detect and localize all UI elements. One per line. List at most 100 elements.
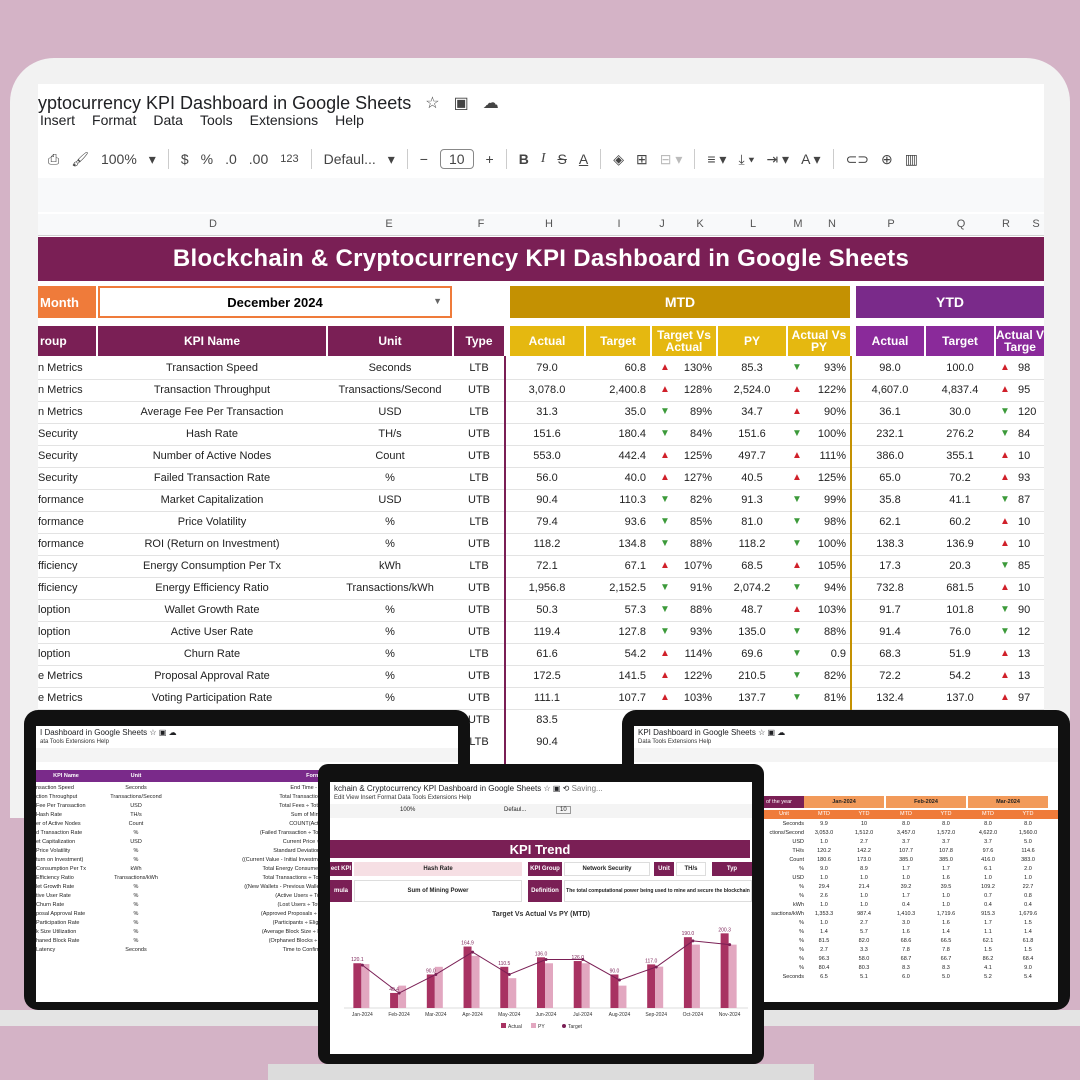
cell-tva[interactable]: 82% <box>689 494 712 506</box>
cell-actual[interactable]: 50.3 <box>536 604 558 616</box>
cell-group[interactable]: e Metrics <box>38 692 83 704</box>
formula-cell[interactable]: turn on Investment) <box>36 857 84 863</box>
cell-tva[interactable]: 103% <box>683 692 712 704</box>
cell-group[interactable]: e Metrics <box>38 670 83 682</box>
cell-tva[interactable]: 88% <box>689 538 712 550</box>
monthly-cell[interactable]: 107.8 <box>939 848 953 854</box>
monthly-cell[interactable]: 385.0 <box>899 857 913 863</box>
formula-cell[interactable]: k Size Utilization <box>36 929 77 935</box>
cell-kpi[interactable]: Price Volatility <box>177 516 247 528</box>
cell-target[interactable]: 141.5 <box>618 670 646 682</box>
formula-cell[interactable]: Consumption Per Tx <box>36 866 87 872</box>
monthly-cell[interactable]: 0.4 <box>1024 902 1032 908</box>
increase-decimal-button[interactable]: .00 <box>248 151 269 167</box>
formula-cell[interactable]: USD <box>130 803 142 809</box>
monthly-cell[interactable]: 9.0 <box>1024 965 1032 971</box>
formula-cell[interactable]: kWh <box>130 866 142 872</box>
monthly-cell[interactable]: 4,622.0 <box>978 830 998 836</box>
cell-tva[interactable]: 122% <box>683 670 712 682</box>
formula-cell[interactable]: Count <box>128 821 144 827</box>
cell-target[interactable]: 110.3 <box>619 494 646 506</box>
monthly-cell[interactable]: 1.5 <box>1024 920 1032 926</box>
monthly-cell[interactable]: 1.5 <box>1024 947 1032 953</box>
monthly-cell[interactable]: 385.0 <box>939 857 953 863</box>
cell-group[interactable]: fficiency <box>38 582 78 594</box>
font-select[interactable]: Defaul... <box>504 807 527 813</box>
monthly-cell[interactable]: 1,353.3 <box>814 911 834 917</box>
cell-tva[interactable]: 125% <box>683 450 712 462</box>
cell-type[interactable]: LTB <box>469 736 489 748</box>
formula-cell[interactable]: Total Fees ÷ Total Transactions <box>279 803 355 809</box>
cell-y-actual[interactable]: 98.0 <box>879 362 901 374</box>
cell-py[interactable]: 81.0 <box>741 516 763 528</box>
insert-chart-icon[interactable]: ▥ <box>904 150 919 167</box>
cell-tva[interactable]: 93% <box>689 626 712 638</box>
formula-cell[interactable]: let Growth Rate <box>36 884 75 890</box>
font-dropdown-icon[interactable]: ▾ <box>387 150 395 167</box>
cell-target[interactable]: 2,400.8 <box>609 384 646 396</box>
monthly-cell[interactable]: 1.0 <box>820 902 828 908</box>
cell-group[interactable]: formance <box>38 516 84 528</box>
formula-cell[interactable]: % <box>133 884 139 890</box>
cell-actual[interactable]: 1,956.8 <box>528 582 566 594</box>
cell-kpi[interactable]: Proposal Approval Rate <box>154 670 270 682</box>
monthly-cell[interactable]: Count <box>789 857 804 863</box>
cell-actual[interactable]: 79.0 <box>536 362 558 374</box>
cell-type[interactable]: UTB <box>468 384 490 396</box>
cell-unit[interactable]: Seconds <box>368 362 412 374</box>
cell-avp[interactable]: 122% <box>817 384 846 396</box>
cell-target[interactable]: 93.6 <box>624 516 646 528</box>
monthly-cell[interactable]: 0.7 <box>984 893 992 899</box>
monthly-cell[interactable]: 3.0 <box>902 920 910 926</box>
formula-cell[interactable]: % <box>133 920 139 926</box>
formula-cell[interactable]: % <box>133 938 139 944</box>
cell-y-target[interactable]: 41.1 <box>949 494 971 506</box>
formula-cell[interactable]: (Approved Proposals ÷ Total Proposals) ×… <box>260 911 374 917</box>
col-header[interactable]: H <box>545 218 553 230</box>
cell-group[interactable]: Security <box>38 428 78 440</box>
cell-y-target[interactable]: 20.3 <box>949 560 971 572</box>
monthly-cell[interactable]: 1.4 <box>942 929 950 935</box>
monthly-cell[interactable]: 8.3 <box>942 965 950 971</box>
monthly-cell[interactable]: 416.0 <box>981 857 995 863</box>
cell-y-tva[interactable]: 90 <box>1018 604 1031 616</box>
monthly-cell[interactable]: 9.0 <box>820 866 828 872</box>
menu-insert[interactable]: Insert <box>40 112 76 128</box>
menu-extensions[interactable]: Extensions <box>249 112 319 128</box>
cell-tva[interactable]: 84% <box>689 428 712 440</box>
formula-cell[interactable]: Standard Deviation of Daily Returns <box>273 848 361 854</box>
formula-cell[interactable]: % <box>133 902 139 908</box>
monthly-cell[interactable]: USD <box>792 839 804 845</box>
cell-target[interactable]: 134.8 <box>618 538 646 550</box>
cell-y-target[interactable]: 4,837.4 <box>941 384 979 396</box>
monthly-cell[interactable]: 2.6 <box>820 893 828 899</box>
monthly-cell[interactable]: 5.7 <box>860 929 868 935</box>
star-icon[interactable]: ☆ <box>543 784 551 793</box>
col-header[interactable]: D <box>209 218 217 230</box>
cell-actual[interactable]: 79.4 <box>536 516 558 528</box>
cell-unit[interactable]: % <box>385 604 395 616</box>
cell-unit[interactable]: TH/s <box>378 428 402 440</box>
col-header[interactable]: I <box>617 218 621 230</box>
monthly-cell[interactable]: 5.0 <box>942 974 950 980</box>
cell-y-actual[interactable]: 386.0 <box>876 450 904 462</box>
cell-py[interactable]: 34.7 <box>741 406 763 418</box>
cell-actual[interactable]: 3,078.0 <box>528 384 566 396</box>
cell-actual[interactable]: 118.2 <box>533 538 561 550</box>
cell-unit[interactable]: % <box>385 472 395 484</box>
cell-kpi[interactable]: Average Fee Per Transaction <box>140 406 284 418</box>
cell-y-tva[interactable]: 85 <box>1018 560 1031 572</box>
monthly-cell[interactable]: TH/s <box>792 848 804 854</box>
percent-format-button[interactable]: % <box>200 151 214 167</box>
cell-y-actual[interactable]: 17.3 <box>879 560 901 572</box>
cell-type[interactable]: LTB <box>469 406 489 418</box>
cell-actual[interactable]: 111.1 <box>534 692 560 704</box>
formula-cell[interactable]: COUNT(Active Nodes) <box>289 821 345 827</box>
monthly-cell[interactable]: 3.7 <box>942 839 950 845</box>
cell-y-tva[interactable]: 98 <box>1018 362 1031 374</box>
monthly-cell[interactable]: 1,679.6 <box>1018 911 1038 917</box>
monthly-cell[interactable]: 3.7 <box>902 839 910 845</box>
formula-cell[interactable]: Hash Rate <box>36 812 62 818</box>
monthly-cell[interactable]: 1.6 <box>942 920 950 926</box>
col-header[interactable]: P <box>887 218 895 230</box>
